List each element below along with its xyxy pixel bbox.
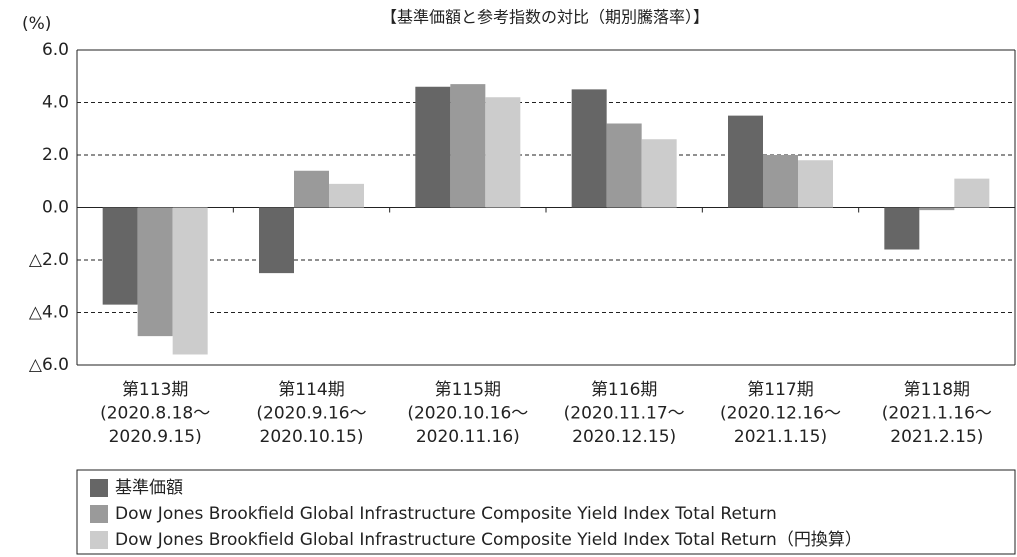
x-tick-label: 2020.9.15) — [109, 427, 202, 447]
bar — [641, 139, 677, 208]
bar — [763, 155, 798, 208]
bar — [954, 178, 990, 208]
x-tick-label: 第117期 — [747, 380, 813, 400]
y-tick-label: △4.0 — [29, 303, 69, 323]
x-tick-label: 2020.10.15) — [260, 427, 364, 447]
bar — [450, 84, 486, 208]
x-tick-label: 第116期 — [591, 380, 657, 400]
bar — [415, 86, 451, 208]
bar — [571, 89, 607, 208]
bar — [919, 207, 955, 211]
bar — [102, 207, 138, 305]
bar — [798, 160, 833, 208]
y-tick-label: △2.0 — [29, 250, 69, 270]
legend-swatch — [90, 479, 108, 497]
legend-label: Dow Jones Brookfield Global Infrastructu… — [115, 530, 862, 550]
x-tick-label: 2021.2.15) — [890, 427, 983, 447]
bar — [728, 115, 763, 208]
legend-swatch — [90, 505, 108, 523]
x-tick-label: 第115期 — [435, 380, 501, 400]
x-tick-label: (2021.1.16～ — [882, 404, 992, 424]
y-tick-label: △6.0 — [29, 355, 69, 375]
bar — [137, 207, 173, 337]
y-tick-label: 6.0 — [42, 40, 69, 60]
bar — [259, 207, 294, 274]
bar — [884, 207, 920, 250]
bar — [329, 183, 364, 208]
legend-label: Dow Jones Brookfield Global Infrastructu… — [115, 504, 777, 524]
x-tick-label: 第113期 — [122, 380, 188, 400]
bar — [606, 123, 642, 208]
x-tick-label: 2020.11.16) — [416, 427, 520, 447]
x-tick-label: (2020.8.18～ — [100, 404, 210, 424]
y-tick-label: 2.0 — [42, 145, 69, 165]
legend-label: 基準価額 — [115, 478, 183, 498]
x-tick-label: (2020.11.17～ — [564, 404, 685, 424]
y-axis-label: (%) — [22, 14, 51, 34]
y-tick-label: 0.0 — [42, 198, 69, 218]
legend-box — [76, 469, 1016, 555]
x-tick-label: 2020.12.15) — [572, 427, 676, 447]
x-tick-label: (2020.12.16～ — [720, 404, 841, 424]
x-tick-label: 第118期 — [904, 380, 970, 400]
bar — [485, 97, 521, 208]
legend-swatch — [90, 531, 108, 549]
y-tick-label: 4.0 — [42, 93, 69, 113]
x-tick-label: (2020.9.16～ — [256, 404, 366, 424]
x-tick-label: 2021.1.15) — [734, 427, 827, 447]
bar — [172, 207, 208, 355]
chart-title: 【基準価額と参考指数の対比（期別騰落率）】 — [381, 8, 709, 27]
x-tick-label: (2020.10.16～ — [407, 404, 528, 424]
x-tick-label: 第114期 — [278, 380, 344, 400]
bar — [294, 170, 329, 208]
